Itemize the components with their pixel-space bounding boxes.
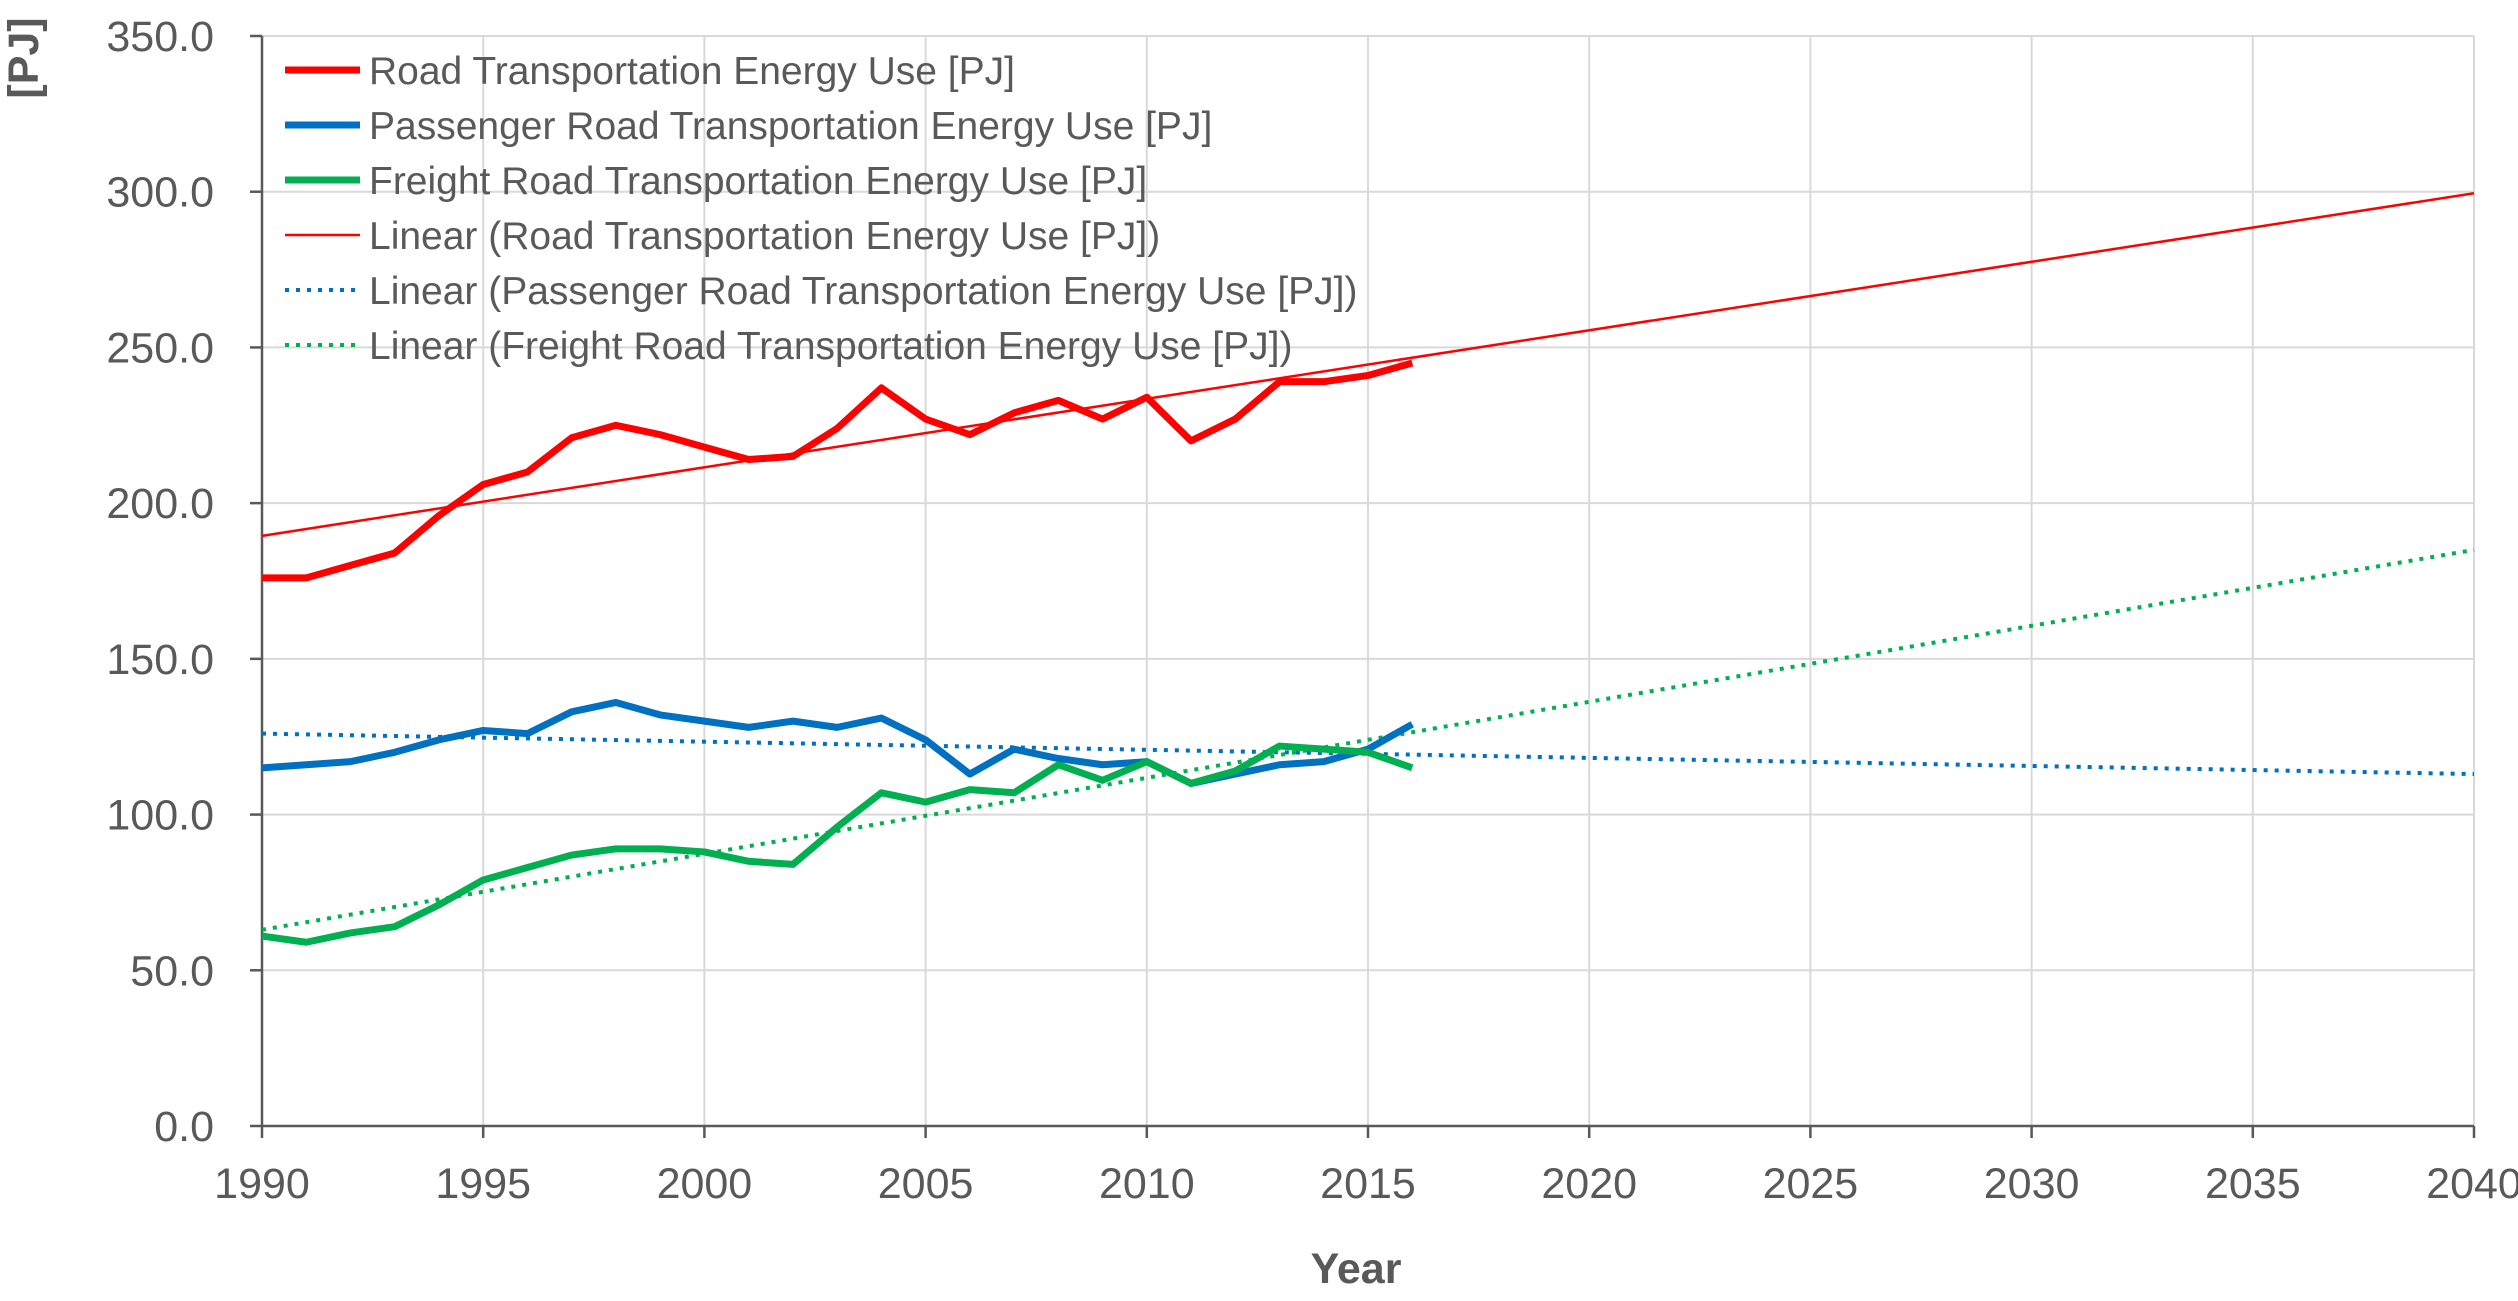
y-axis-title: [PJ] xyxy=(0,17,48,98)
legend: Road Transportation Energy Use [PJ] Passe… xyxy=(285,50,1358,368)
x-tick-label: 2030 xyxy=(1984,1160,2080,1208)
y-tick-label: 300.0 xyxy=(106,169,214,217)
x-tick-label: 2025 xyxy=(1763,1160,1859,1208)
x-tick-label: 2005 xyxy=(878,1160,974,1208)
y-tick-label: 150.0 xyxy=(106,636,214,684)
y-tick-label: 250.0 xyxy=(106,324,214,372)
legend-label-4: Linear (Road Transportation Energy Use [… xyxy=(369,215,1160,258)
x-axis-title: Year xyxy=(1311,1245,1402,1293)
axes: 0.0 50.0 100.0 150.0 200.0 250.0 300.0 350.0 199… xyxy=(106,13,2518,1208)
x-tick-label: 2015 xyxy=(1320,1160,1416,1208)
legend-label-6: Linear (Freight Road Transportation Ener… xyxy=(369,325,1292,368)
y-tick-label: 350.0 xyxy=(106,13,214,61)
data-series xyxy=(261,192,2475,946)
legend-label-1: Road Transportation Energy Use [PJ] xyxy=(369,50,1015,93)
legend-label-2: Passenger Road Transportation Energy Use… xyxy=(369,105,1212,148)
y-tick-label: 0.0 xyxy=(154,1103,214,1151)
x-tick-label: 2040 xyxy=(2426,1160,2518,1208)
y-tick-label: 200.0 xyxy=(106,480,214,528)
x-tick-label: 2035 xyxy=(2205,1160,2301,1208)
x-tick-label: 1990 xyxy=(214,1160,310,1208)
x-tick-label: 2010 xyxy=(1099,1160,1195,1208)
x-tick-label: 1995 xyxy=(435,1160,531,1208)
y-tick-label: 100.0 xyxy=(106,792,214,840)
trendline-3 xyxy=(261,547,2475,932)
x-tick-label: 2000 xyxy=(657,1160,753,1208)
y-tick-label: 50.0 xyxy=(130,947,214,995)
gridlines xyxy=(262,35,2475,1126)
legend-label-3: Freight Road Transportation Energy Use [… xyxy=(369,160,1147,203)
trendline-1 xyxy=(261,192,2475,538)
x-tick-label: 2020 xyxy=(1541,1160,1637,1208)
legend-label-5: Linear (Passenger Road Transportation En… xyxy=(369,270,1358,313)
